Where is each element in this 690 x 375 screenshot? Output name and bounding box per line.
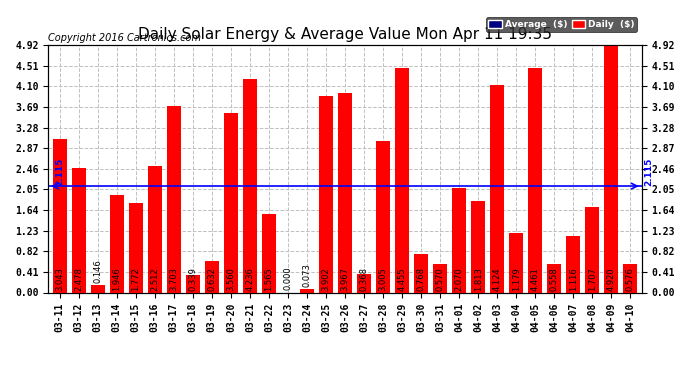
- Text: 1.813: 1.813: [473, 268, 482, 291]
- Text: 1.116: 1.116: [569, 268, 578, 291]
- Text: 0.073: 0.073: [302, 263, 311, 287]
- Bar: [395, 68, 409, 292]
- Text: 1.565: 1.565: [264, 268, 273, 291]
- Bar: [547, 264, 562, 292]
- Text: 2.115: 2.115: [644, 158, 653, 186]
- Bar: [90, 285, 105, 292]
- Text: Copyright 2016 Cartronics.com: Copyright 2016 Cartronics.com: [48, 33, 201, 42]
- Bar: [604, 45, 618, 292]
- Text: 0.000: 0.000: [284, 267, 293, 291]
- Bar: [205, 261, 219, 292]
- Text: 3.043: 3.043: [55, 268, 64, 291]
- Text: 3.005: 3.005: [379, 268, 388, 291]
- Text: 3.560: 3.560: [226, 268, 235, 291]
- Bar: [167, 106, 181, 292]
- Text: 4.124: 4.124: [493, 268, 502, 291]
- Bar: [414, 254, 428, 292]
- Bar: [110, 195, 124, 292]
- Bar: [376, 141, 390, 292]
- Text: 2.115: 2.115: [55, 158, 64, 186]
- Text: 0.339: 0.339: [188, 268, 197, 291]
- Text: 2.070: 2.070: [455, 268, 464, 291]
- Text: 0.146: 0.146: [93, 260, 102, 283]
- Bar: [128, 203, 143, 292]
- Bar: [319, 96, 333, 292]
- Text: 0.632: 0.632: [208, 268, 217, 291]
- Bar: [357, 274, 371, 292]
- Bar: [490, 85, 504, 292]
- Bar: [566, 236, 580, 292]
- Bar: [148, 166, 162, 292]
- Text: 1.946: 1.946: [112, 268, 121, 291]
- Bar: [452, 188, 466, 292]
- Bar: [52, 140, 67, 292]
- Bar: [262, 214, 276, 292]
- Bar: [585, 207, 600, 292]
- Bar: [72, 168, 86, 292]
- Text: 0.570: 0.570: [435, 268, 444, 291]
- Text: 4.920: 4.920: [607, 268, 615, 291]
- Bar: [338, 93, 352, 292]
- Text: 3.902: 3.902: [322, 268, 331, 291]
- Text: 0.768: 0.768: [417, 267, 426, 291]
- Bar: [433, 264, 447, 292]
- Bar: [528, 68, 542, 292]
- Legend: Average  ($), Daily  ($): Average ($), Daily ($): [486, 17, 637, 32]
- Text: 4.455: 4.455: [397, 268, 406, 291]
- Text: 4.236: 4.236: [246, 268, 255, 291]
- Bar: [224, 113, 238, 292]
- Bar: [471, 201, 485, 292]
- Bar: [623, 264, 638, 292]
- Title: Daily Solar Energy & Average Value Mon Apr 11 19:35: Daily Solar Energy & Average Value Mon A…: [138, 27, 552, 42]
- Text: 3.967: 3.967: [340, 267, 350, 291]
- Bar: [243, 80, 257, 292]
- Text: 1.707: 1.707: [588, 268, 597, 291]
- Text: 0.368: 0.368: [359, 267, 368, 291]
- Text: 3.703: 3.703: [169, 267, 178, 291]
- Text: 1.179: 1.179: [512, 268, 521, 291]
- Text: 4.461: 4.461: [531, 268, 540, 291]
- Text: 2.512: 2.512: [150, 268, 159, 291]
- Text: 0.576: 0.576: [626, 268, 635, 291]
- Bar: [300, 289, 314, 292]
- Bar: [509, 233, 523, 292]
- Text: 0.558: 0.558: [550, 268, 559, 291]
- Text: 1.772: 1.772: [131, 268, 140, 291]
- Text: 2.478: 2.478: [75, 268, 83, 291]
- Bar: [186, 276, 200, 292]
